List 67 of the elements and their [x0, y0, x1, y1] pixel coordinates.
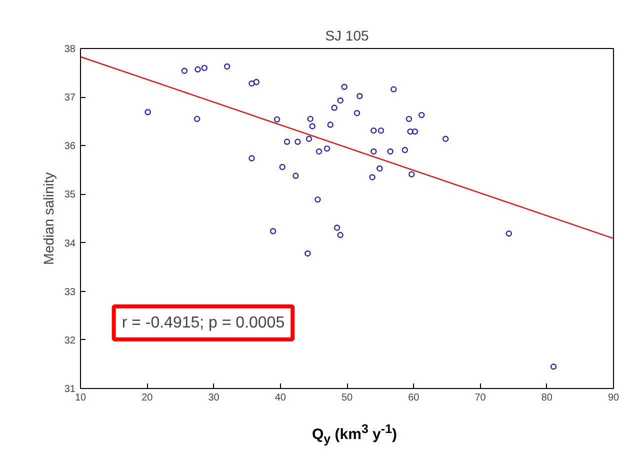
point [284, 138, 290, 145]
point [194, 116, 200, 122]
point [304, 250, 311, 257]
point [248, 80, 255, 87]
point [248, 155, 255, 162]
point [307, 116, 314, 122]
point [309, 123, 316, 130]
x-tick-label: 60 [408, 392, 420, 404]
x-tick-label: 70 [474, 392, 486, 404]
x-axis-title: Q$_{y}$ (km$^{3}$ y$^{-1}$) [310, 421, 398, 448]
y-tick-label: 35 [64, 190, 76, 201]
point [370, 127, 377, 134]
point [412, 128, 418, 135]
y-tick-label: 37 [64, 92, 76, 104]
y-tick-label: 33 [64, 286, 76, 298]
point [378, 127, 384, 134]
x-tick-label: 80 [541, 392, 553, 404]
point [402, 146, 408, 154]
point [376, 165, 383, 172]
point [390, 86, 397, 92]
point [370, 148, 377, 155]
annotation: r = -0.4915; p = 0.0005 [122, 314, 285, 332]
point [324, 145, 330, 152]
point [316, 148, 322, 155]
point [274, 116, 280, 123]
y-tick-label: 31 [64, 384, 76, 395]
y-tick-label: 32 [64, 335, 76, 346]
point [356, 93, 363, 100]
x-tick-label: 30 [208, 392, 220, 404]
point [406, 116, 412, 122]
x-tick-label: 90 [608, 392, 619, 404]
y-tick-label: 38 [64, 44, 76, 55]
point [279, 164, 286, 170]
point [294, 138, 301, 145]
point [253, 78, 260, 86]
y-tick-label: 36 [64, 141, 76, 152]
point [354, 110, 360, 116]
y-tick-label: 34 [64, 238, 76, 250]
point [292, 172, 299, 179]
point [181, 68, 188, 74]
point [418, 112, 425, 118]
point [387, 148, 394, 155]
chart-title: SJ 105 [325, 28, 370, 44]
point [506, 230, 512, 237]
x-tick-label: 40 [274, 392, 286, 404]
point [337, 97, 344, 104]
point [314, 196, 321, 203]
x-tick-label: 20 [142, 392, 154, 404]
x-tick-label: 50 [341, 392, 353, 404]
point [224, 63, 230, 70]
x-tick-label: 10 [74, 392, 86, 404]
point [306, 136, 312, 142]
point [550, 364, 557, 370]
point [327, 122, 334, 128]
point [194, 66, 201, 72]
point [331, 104, 338, 111]
point [408, 171, 415, 178]
point [442, 136, 449, 142]
point [337, 232, 344, 238]
point [334, 224, 340, 231]
point [201, 64, 208, 72]
point [407, 128, 414, 135]
point [341, 84, 348, 90]
point [144, 109, 151, 116]
point [270, 228, 276, 234]
y-axis-title: Median salinity [40, 172, 56, 265]
point [369, 174, 376, 180]
